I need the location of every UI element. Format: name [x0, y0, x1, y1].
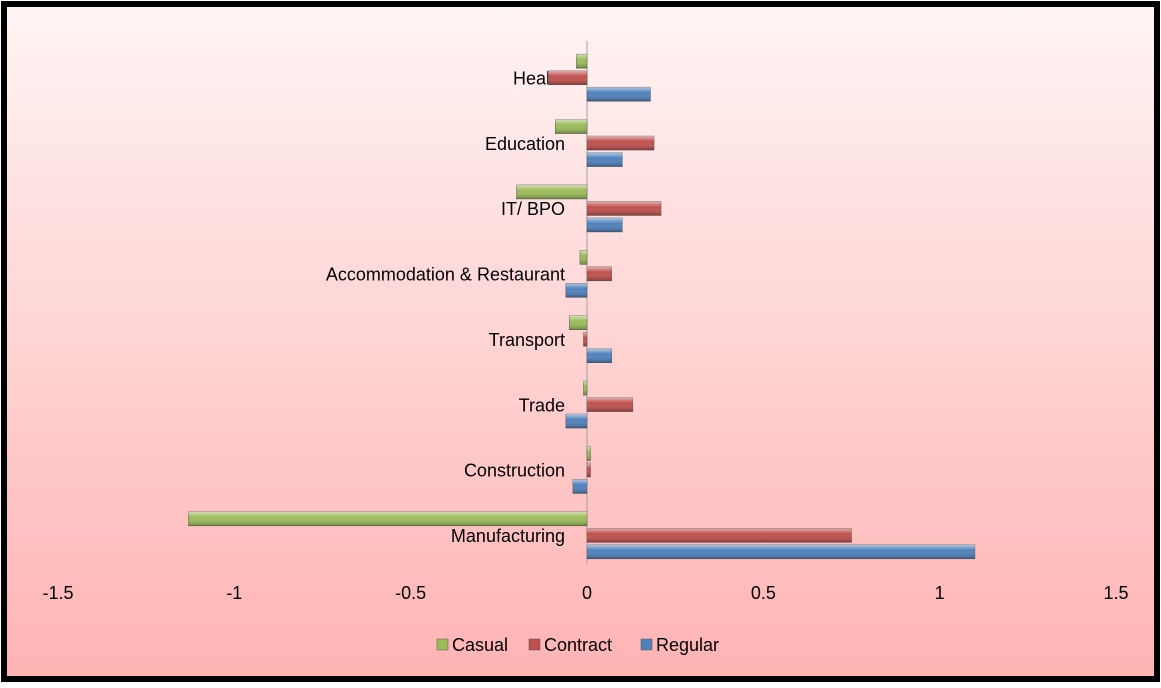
bar [547, 70, 588, 85]
x-tick-label: -1 [226, 583, 242, 603]
x-tick-label: -1.5 [42, 583, 73, 603]
bar [565, 283, 588, 298]
bar [188, 511, 588, 527]
bar [586, 86, 651, 102]
bar [586, 348, 612, 363]
bar [586, 266, 612, 282]
category-label: Construction [464, 461, 565, 481]
bar [586, 135, 655, 151]
legend-swatch [436, 638, 449, 651]
bar [586, 217, 623, 233]
bar [586, 152, 623, 167]
category-label: IT/ BPO [501, 199, 565, 219]
bar [583, 331, 588, 347]
category-label: Transport [489, 330, 565, 350]
x-tick-label: 1 [935, 583, 945, 603]
bar [579, 250, 588, 265]
x-tick-label: 0 [582, 583, 592, 603]
bar [586, 462, 591, 478]
legend-swatch [528, 638, 541, 651]
bar [586, 397, 634, 412]
bar [576, 53, 588, 69]
bar [555, 119, 588, 134]
bar [572, 479, 588, 494]
x-tick-label: 1.5 [1103, 583, 1128, 603]
bar [586, 528, 852, 543]
category-label: Manufacturing [451, 526, 565, 546]
bar [583, 380, 588, 396]
x-tick-label: -0.5 [395, 583, 426, 603]
bar [586, 544, 976, 560]
bar [569, 315, 588, 330]
legend-label: Casual [452, 635, 508, 655]
bar [565, 413, 588, 429]
legend-swatch [640, 638, 653, 651]
x-tick-label: 0.5 [751, 583, 776, 603]
legend-label: Contract [544, 635, 612, 655]
category-label: Accommodation & Restaurant [326, 265, 565, 285]
legend-label: Regular [656, 635, 719, 655]
bar [586, 201, 662, 216]
category-label: Trade [519, 395, 565, 415]
bar [516, 184, 588, 200]
category-label: Education [485, 134, 565, 154]
bar [586, 446, 591, 461]
